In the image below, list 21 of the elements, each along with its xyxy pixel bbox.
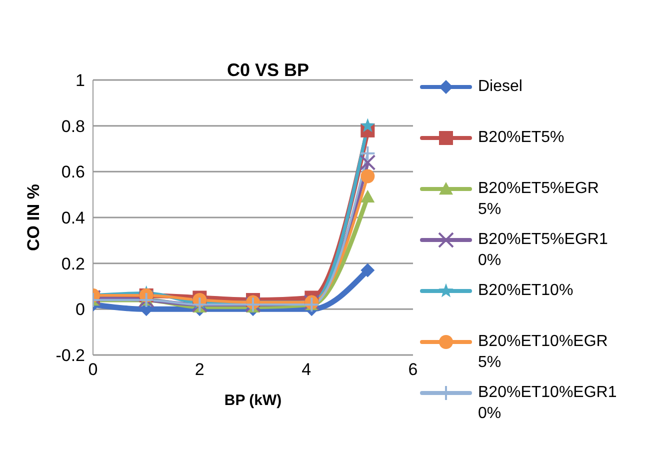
legend-label: B20%ET10% <box>478 281 574 301</box>
y-tick-label: 0.4 <box>61 208 85 228</box>
y-tick-label: -0.2 <box>56 346 85 366</box>
legend-label: B20%ET5%EGR10% <box>478 230 609 271</box>
x-tick-label: 2 <box>194 360 204 380</box>
x-tick-label: 6 <box>408 360 418 380</box>
x-axis-title: BP (kW) <box>224 392 282 409</box>
y-tick-label: 0 <box>76 300 85 320</box>
x-tick-label: 4 <box>302 360 312 380</box>
legend-label: B20%ET5%EGR5% <box>478 179 600 220</box>
legend-label: B20%ET10%EGR5% <box>478 332 609 373</box>
y-tick-label: 0.6 <box>61 162 85 182</box>
legend-label: B20%ET5% <box>478 128 566 148</box>
y-tick-label: 0.2 <box>61 254 85 274</box>
legend-label: Diesel <box>478 77 524 97</box>
y-axis-title: CO IN % <box>24 184 44 252</box>
y-tick-label: 1 <box>76 71 85 90</box>
y-tick-label: 0.8 <box>61 116 85 136</box>
chart-title: C0 VS BP <box>226 60 310 81</box>
x-tick-label: 0 <box>88 360 98 380</box>
legend-label: B20%ET10%EGR10% <box>478 383 618 424</box>
